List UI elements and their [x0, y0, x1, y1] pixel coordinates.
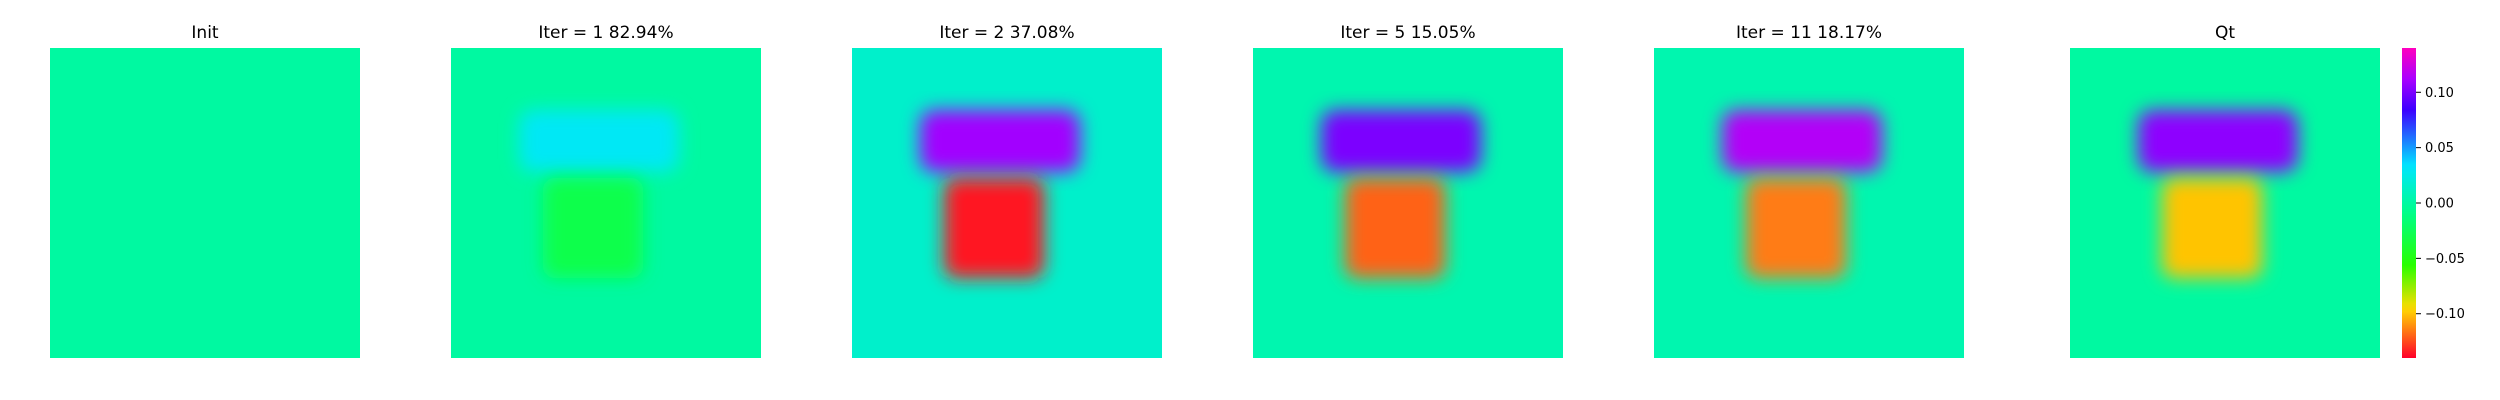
panel-4: Iter = 5 15.05% [1253, 23, 1563, 358]
colorbar-tick-label: 0.00 [2425, 197, 2454, 212]
panel-title: Iter = 5 15.05% [1340, 23, 1475, 43]
colorbar-tick-label: −0.05 [2425, 252, 2465, 267]
block-upper [519, 110, 679, 172]
panel-2: Iter = 1 82.94% [451, 23, 761, 358]
colorbar-tick-label: −0.10 [2425, 307, 2465, 322]
panel-5: Iter = 11 18.17% [1654, 23, 1964, 358]
block-lower [2162, 178, 2262, 278]
panel-title: Init [191, 23, 219, 43]
colorbar-tick-label: 0.10 [2425, 86, 2454, 101]
panel-6: Qt [2070, 23, 2380, 358]
block-upper [920, 110, 1080, 172]
panel-title: Qt [2215, 23, 2235, 43]
colorbar-tick-label: 0.05 [2425, 141, 2454, 156]
block-lower [1345, 178, 1445, 278]
colorbar: 0.10 0.05 0.00 −0.05 −0.10 [2402, 48, 2465, 358]
panel-title: Iter = 11 18.17% [1736, 23, 1882, 43]
colorbar-gradient [2402, 48, 2416, 358]
block-lower [1746, 178, 1846, 278]
block-lower [944, 178, 1044, 278]
panel-1: Init [50, 23, 360, 358]
panels-layer: Init Iter = 1 82.94% Iter = 2 37.08% Iter =… [50, 23, 2380, 358]
block-upper [1321, 110, 1481, 172]
panel-title: Iter = 2 37.08% [939, 23, 1074, 43]
panel-background [50, 48, 360, 358]
block-upper [2138, 110, 2298, 172]
panel-3: Iter = 2 37.08% [852, 23, 1162, 358]
panel-title: Iter = 1 82.94% [538, 23, 673, 43]
block-lower [543, 178, 643, 278]
block-upper [1722, 110, 1882, 172]
